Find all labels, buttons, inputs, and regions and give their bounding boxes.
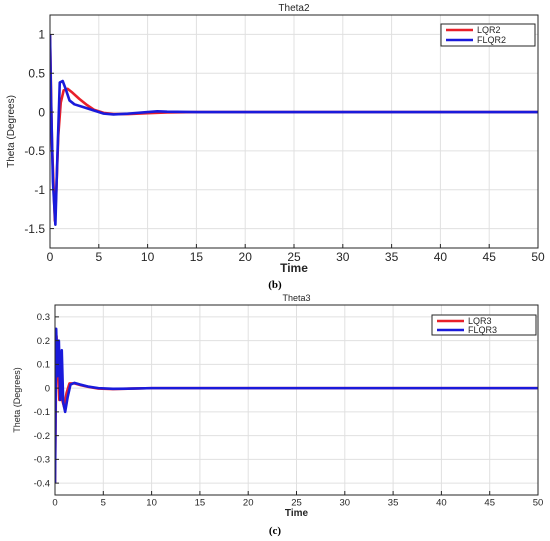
y-tick-label: -0.3: [34, 455, 50, 466]
y-tick-label: 0.2: [37, 336, 50, 347]
y-axis-label: Theta (Degrees): [12, 367, 22, 433]
y-tick-label: -0.4: [34, 478, 50, 489]
x-tick-label: 35: [388, 498, 399, 509]
x-tick-label: 20: [239, 250, 253, 264]
legend-label-flqr2: FLQR2: [477, 35, 506, 45]
y-tick-label: -1: [34, 183, 45, 197]
x-tick-label: 40: [436, 498, 447, 509]
legend-label-flqr3: FLQR3: [468, 325, 497, 335]
x-tick-label: 25: [287, 250, 301, 264]
x-tick-label: 45: [483, 250, 497, 264]
x-tick-label: 10: [141, 250, 155, 264]
x-tick-label: 35: [385, 250, 399, 264]
x-axis-label: Time: [280, 261, 308, 275]
chart-2: 0 5 10 15 20 25 30 35 40 45 50 0.3 0.2 0.1 0 -0.1 -0.2 -0…: [12, 293, 543, 519]
y-tick-label: -0.2: [34, 431, 50, 442]
x-tick-label: 10: [146, 498, 157, 509]
y-tick-label: -0.1: [34, 407, 50, 418]
chart-title: Theta3: [282, 293, 310, 303]
x-tick-label: 20: [243, 498, 254, 509]
x-tick-label: 50: [533, 498, 544, 509]
x-tick-label: 15: [190, 250, 204, 264]
x-tick-label: 30: [336, 250, 350, 264]
y-tick-label: -0.5: [24, 144, 45, 158]
caption-b: (b): [268, 279, 282, 291]
x-tick-label: 50: [531, 250, 545, 264]
y-tick-label: -1.5: [24, 222, 45, 236]
chart-title: Theta2: [278, 3, 310, 14]
x-tick-label: 0: [52, 498, 57, 509]
x-tick-label: 0: [47, 250, 54, 264]
y-tick-label: 0: [38, 105, 45, 119]
y-tick-label: 0: [45, 383, 50, 394]
x-tick-label: 25: [291, 498, 302, 509]
series-line-flqr2: [50, 34, 538, 226]
x-tick-label: 5: [101, 498, 106, 509]
y-axis-label: Theta (Degrees): [6, 95, 17, 168]
legend-label-lqr2: LQR2: [477, 25, 501, 35]
x-tick-label: 5: [95, 250, 102, 264]
y-tick-label: 0.3: [37, 312, 50, 323]
series-line-flqr3: [55, 327, 538, 484]
x-axis-label: Time: [285, 508, 309, 519]
caption-c: (c): [268, 525, 282, 537]
y-tick-label: 0.1: [37, 360, 50, 371]
y-tick-label: 0.5: [28, 66, 45, 80]
x-tick-label: 40: [434, 250, 448, 264]
x-tick-label: 30: [340, 498, 351, 509]
chart-1: 0 5 10 15 20 25 30 35 40 45 50 1 0.5 0 -0.5 -1 -1.5 Theta…: [6, 3, 545, 275]
x-tick-label: 15: [195, 498, 206, 509]
x-tick-label: 45: [484, 498, 495, 509]
legend-label-lqr3: LQR3: [468, 316, 492, 326]
y-tick-label: 1: [38, 28, 45, 42]
